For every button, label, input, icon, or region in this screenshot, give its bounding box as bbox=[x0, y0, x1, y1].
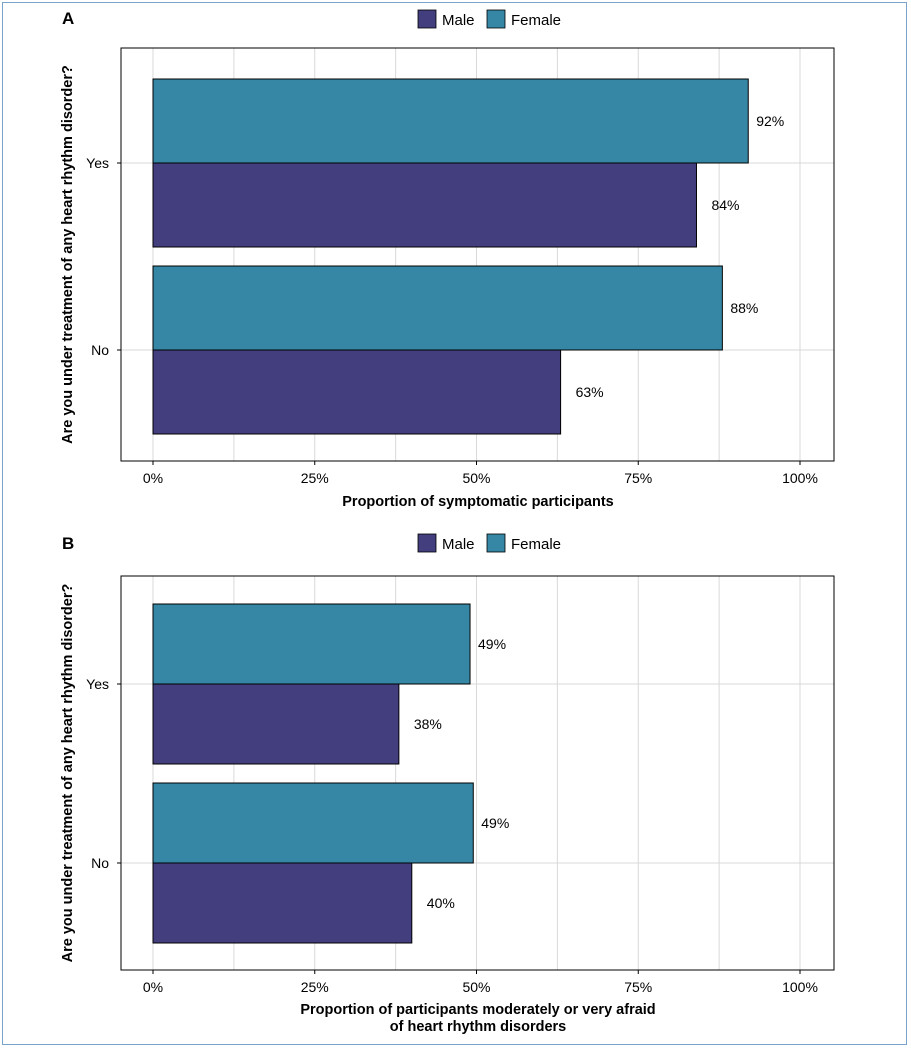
x-axis-title: Proportion of participants moderately or… bbox=[300, 1002, 655, 1018]
bar-female-yes bbox=[152, 603, 471, 685]
y-tick-label-yes: Yes bbox=[86, 155, 109, 171]
y-axis-title: Are you under treatment of any heart rhy… bbox=[60, 65, 76, 444]
bar-male-yes bbox=[152, 162, 697, 248]
y-tick-label-no: No bbox=[91, 342, 109, 358]
legend-label-male: Male bbox=[442, 536, 475, 553]
bar-female-no bbox=[152, 782, 474, 864]
data-label-female-no: 49% bbox=[481, 815, 509, 831]
plot-border bbox=[120, 575, 835, 971]
data-label-female-yes: 92% bbox=[756, 113, 784, 129]
legend-label-female: Female bbox=[511, 536, 561, 553]
legend-swatch-female bbox=[486, 9, 506, 29]
bar-male-yes bbox=[152, 683, 400, 765]
bar-male-no bbox=[152, 349, 562, 435]
x-tick-label: 0% bbox=[143, 470, 163, 486]
plot-border bbox=[120, 47, 835, 462]
panel-letter: A bbox=[62, 9, 74, 28]
x-axis-title: Proportion of symptomatic participants bbox=[342, 494, 614, 510]
x-tick-label: 100% bbox=[782, 979, 818, 995]
legend-swatch-male bbox=[417, 9, 437, 29]
data-label-male-no: 40% bbox=[427, 895, 455, 911]
y-axis-title: Are you under treatment of any heart rhy… bbox=[60, 584, 76, 963]
x-tick-label: 50% bbox=[462, 470, 490, 486]
bar-female-no bbox=[152, 265, 723, 351]
legend-label-female: Female bbox=[511, 12, 561, 29]
x-axis-title: of heart rhythm disorders bbox=[390, 1019, 566, 1035]
x-tick-label: 75% bbox=[624, 470, 652, 486]
bar-female-yes bbox=[152, 78, 749, 164]
chart-panel-a: A Male Female 92% 84% Yes 88% 63% No 0% 25% 50% 75% 1… bbox=[60, 9, 835, 510]
legend-swatch-female bbox=[486, 533, 506, 553]
y-tick-label-yes: Yes bbox=[86, 676, 109, 692]
x-tick-label: 50% bbox=[462, 979, 490, 995]
x-tick-label: 75% bbox=[624, 979, 652, 995]
legend-swatch-male bbox=[417, 533, 437, 553]
bar-male-no bbox=[152, 862, 413, 944]
data-label-female-yes: 49% bbox=[478, 636, 506, 652]
legend: Male Female bbox=[417, 9, 561, 29]
y-tick-label-no: No bbox=[91, 855, 109, 871]
legend: Male Female bbox=[417, 533, 561, 553]
data-label-male-no: 63% bbox=[576, 384, 604, 400]
x-tick-label: 25% bbox=[301, 979, 329, 995]
x-tick-label: 25% bbox=[301, 470, 329, 486]
legend-label-male: Male bbox=[442, 12, 475, 29]
data-label-male-yes: 84% bbox=[711, 197, 739, 213]
chart-panel-b: B Male Female 49% 38% Yes 49% 40% No 0% 25% 50% 75% 1… bbox=[60, 533, 835, 1035]
data-label-male-yes: 38% bbox=[414, 716, 442, 732]
data-label-female-no: 88% bbox=[730, 300, 758, 316]
x-tick-label: 0% bbox=[143, 979, 163, 995]
panel-letter: B bbox=[62, 534, 74, 553]
x-tick-label: 100% bbox=[782, 470, 818, 486]
